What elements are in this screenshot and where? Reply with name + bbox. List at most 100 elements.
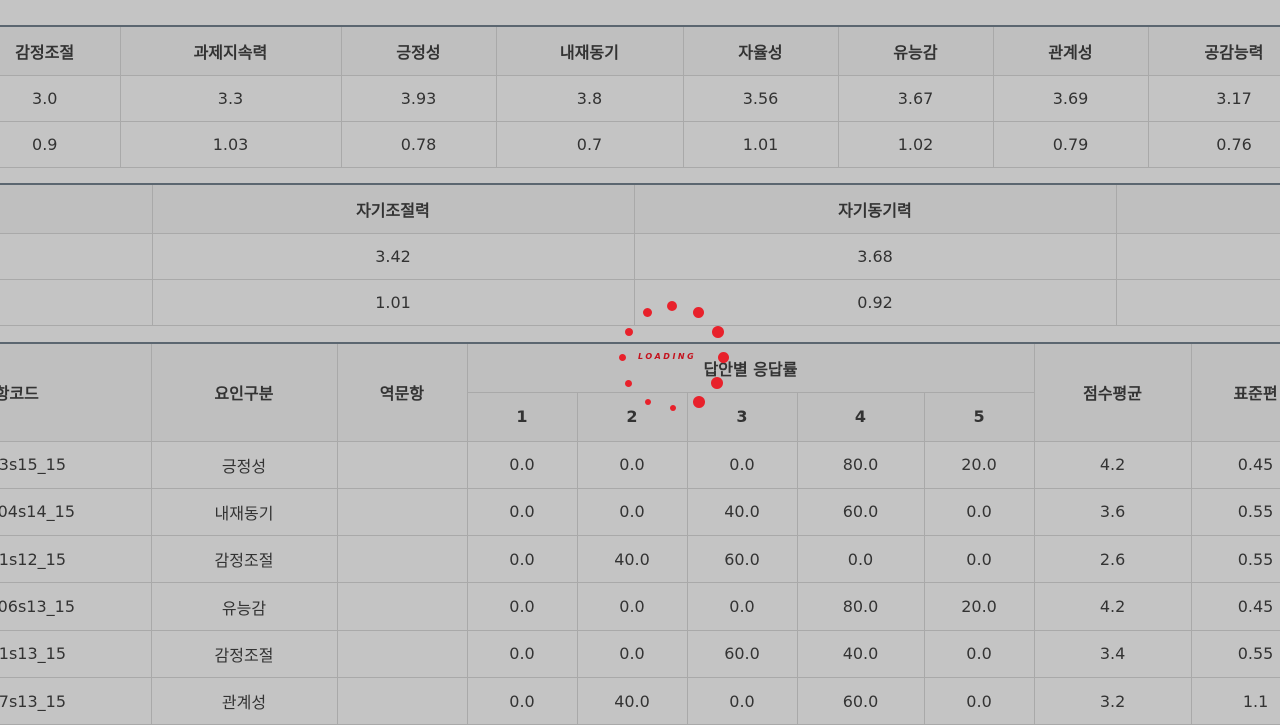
table-cell: 3.93 (341, 75, 497, 122)
table-cell-reverse (337, 677, 468, 725)
table-cell-r1: 0.0 (467, 630, 578, 678)
table-cell: 0.78 (341, 121, 497, 168)
table-cell-sd: 0.55 (1191, 488, 1280, 537)
table-cell: 0.76 (1148, 121, 1280, 168)
header-option: 2 (577, 392, 688, 442)
table-cell-r4: 60.0 (797, 677, 925, 725)
item-response-table: 문항코드 요인구분 역문항 답안별 응답률 점수평균 표준편 1 2 3 4 5… (0, 342, 1280, 725)
table-cell-mean: 3.4 (1034, 630, 1192, 678)
header-cell: 자기조절력 (152, 183, 635, 234)
header-cell: 자율성 (683, 25, 839, 76)
header-option: 4 (797, 392, 925, 442)
header-mean: 점수평균 (1034, 342, 1192, 442)
spinner-dot (712, 326, 724, 338)
table-cell-r1: 0.0 (467, 582, 578, 631)
table-cell: 3.42 (152, 233, 635, 280)
table-cell-r1: 0.0 (467, 535, 578, 584)
item-rows: r03s15_15긍정성0.00.00.080.020.04.20.45m04s… (0, 441, 1280, 725)
table-cell: 0.92 (634, 279, 1117, 326)
table-header-row: 문항코드 요인구분 역문항 답안별 응답률 점수평균 표준편 (0, 342, 1280, 442)
table-cell-factor: 유능감 (151, 582, 338, 631)
table-cell-r2: 0.0 (577, 582, 688, 631)
header-cell (1116, 183, 1280, 234)
table-row: 0.9 1.03 0.78 0.7 1.01 1.02 0.79 0.76 (0, 121, 1280, 168)
header-factor: 요인구분 (151, 342, 338, 442)
table-cell-reverse (337, 441, 468, 489)
table-cell-factor: 감정조절 (151, 535, 338, 584)
header-reverse-item: 역문항 (337, 342, 468, 442)
table-cell: 3.0 (0, 75, 121, 122)
header-cell: 자기동기력 (634, 183, 1117, 234)
table-cell-r5: 20.0 (924, 441, 1035, 489)
loading-text: LOADING (638, 352, 697, 361)
table-cell: 3.56 (683, 75, 839, 122)
table-cell-sd: 0.45 (1191, 441, 1280, 489)
table-cell-r1: 0.0 (467, 677, 578, 725)
header-cell: 과제지속력 (120, 25, 342, 76)
table-cell-factor: 관계성 (151, 677, 338, 725)
table-cell-r5: 20.0 (924, 582, 1035, 631)
table-cell (1116, 233, 1280, 280)
table-cell-sd: 0.55 (1191, 630, 1280, 678)
header-item-code: 문항코드 (0, 342, 152, 442)
spinner-dot (645, 399, 651, 405)
table-cell-sd: 0.55 (1191, 535, 1280, 584)
table-cell-r4: 0.0 (797, 535, 925, 584)
table-cell-code: m06s13_15 (0, 582, 152, 631)
table-cell-r5: 0.0 (924, 535, 1035, 584)
table-cell-code: r07s13_15 (0, 677, 152, 725)
header-response-rate: 답안별 응답률 (467, 342, 1035, 393)
table-cell: 3.17 (1148, 75, 1280, 122)
table-cell: 3.3 (120, 75, 342, 122)
spinner-dot (625, 328, 633, 336)
header-option: 3 (687, 392, 798, 442)
table-cell-factor: 감정조절 (151, 630, 338, 678)
spinner-dot (670, 405, 676, 411)
loading-spinner: LOADING (602, 286, 747, 431)
table-cell-factor: 긍정성 (151, 441, 338, 489)
table-cell-reverse (337, 630, 468, 678)
factor-stats-table: 감정조절 과제지속력 긍정성 내재동기 자율성 유능감 관계성 공감능력 3.0… (0, 25, 1280, 168)
table-cell-r3: 0.0 (687, 677, 798, 725)
table-cell-r1: 0.0 (467, 441, 578, 489)
spinner-dot (711, 377, 723, 389)
table-cell-r2: 40.0 (577, 677, 688, 725)
table-cell: 1.02 (838, 121, 994, 168)
header-cell: 관계성 (993, 25, 1149, 76)
table-cell: 3.68 (634, 233, 1117, 280)
spinner-dot (667, 301, 677, 311)
table-cell-mean: 2.6 (1034, 535, 1192, 584)
table-cell-r3: 40.0 (687, 488, 798, 537)
table-cell-r3: 60.0 (687, 535, 798, 584)
table-cell: 0.7 (496, 121, 684, 168)
header-cell: 감정조절 (0, 25, 121, 76)
header-cell: 유능감 (838, 25, 994, 76)
table-cell-sd: 1.1 (1191, 677, 1280, 725)
summary-stats-table: 자기조절력 자기동기력 3.42 3.68 1.01 0.92 (0, 183, 1280, 326)
table-cell-mean: 3.2 (1034, 677, 1192, 725)
table-cell-r2: 0.0 (577, 441, 688, 489)
table-cell-mean: 3.6 (1034, 488, 1192, 537)
table-cell: 3.67 (838, 75, 994, 122)
table-header-row: 감정조절 과제지속력 긍정성 내재동기 자율성 유능감 관계성 공감능력 (0, 25, 1280, 76)
table-cell: 3.69 (993, 75, 1149, 122)
table-cell: 0.79 (993, 121, 1149, 168)
table-cell-reverse (337, 488, 468, 537)
spinner-dot (693, 307, 704, 318)
table-cell (0, 279, 153, 326)
spinner-dot (643, 308, 652, 317)
header-cell: 긍정성 (341, 25, 497, 76)
header-option: 5 (924, 392, 1035, 442)
table-row: 3.0 3.3 3.93 3.8 3.56 3.67 3.69 3.17 (0, 75, 1280, 122)
table-cell: 3.8 (496, 75, 684, 122)
table-cell-code: r01s12_15 (0, 535, 152, 584)
table-cell-r5: 0.0 (924, 630, 1035, 678)
table-cell-r3: 0.0 (687, 582, 798, 631)
table-cell-reverse (337, 535, 468, 584)
